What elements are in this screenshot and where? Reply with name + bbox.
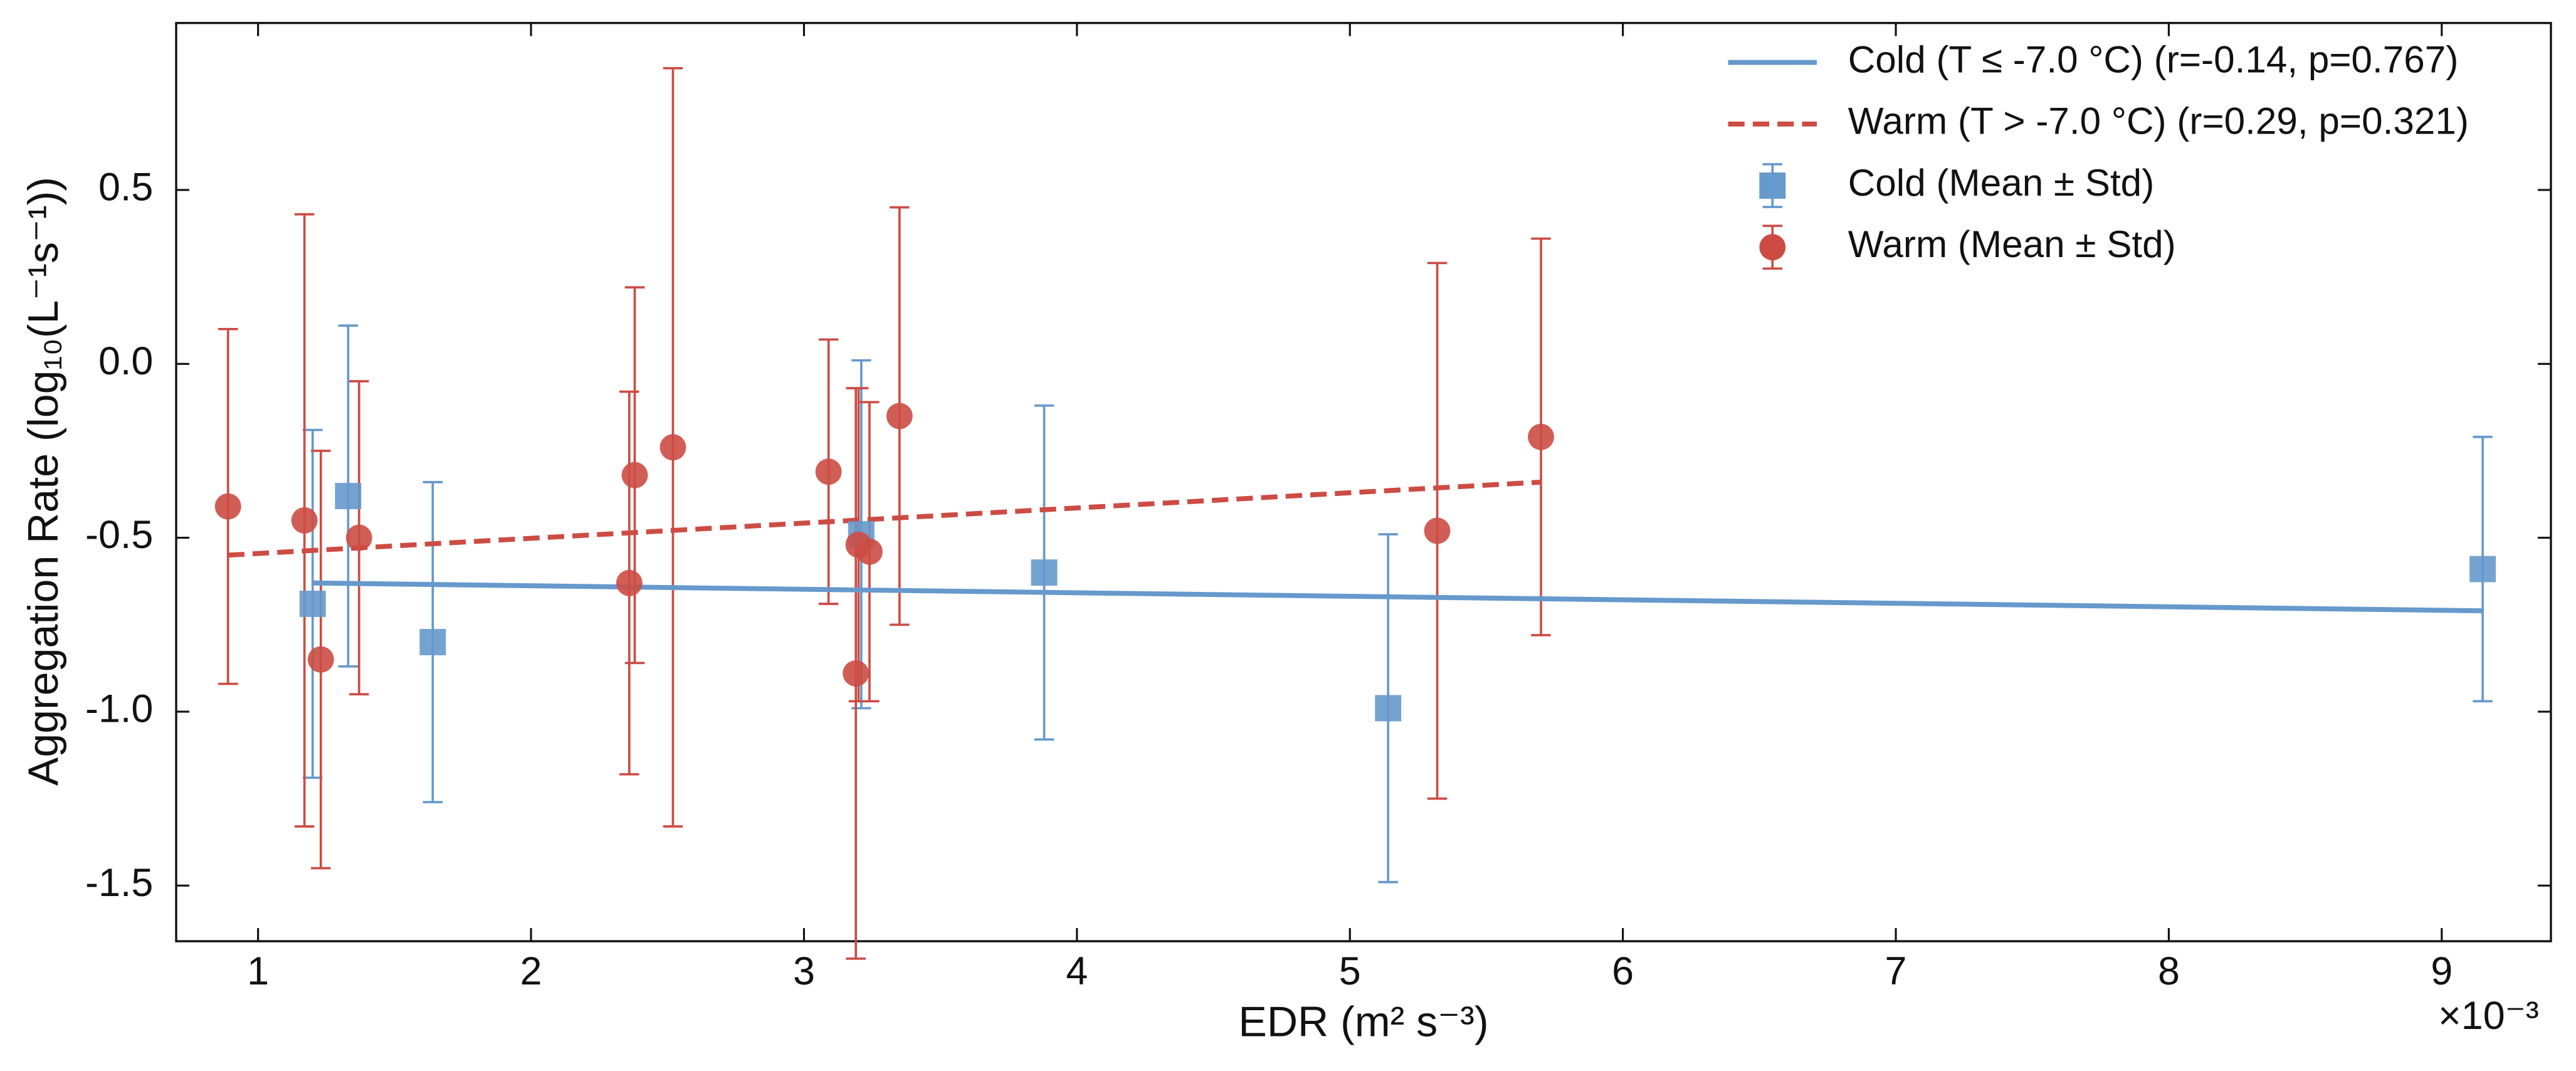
data-point <box>2469 556 2496 583</box>
y-tick-label: 0.5 <box>98 166 153 209</box>
data-point <box>335 483 362 510</box>
x-tick-label: 6 <box>1612 949 1634 993</box>
data-point <box>856 538 883 565</box>
x-tick-label: 2 <box>520 949 542 993</box>
x-tick-label: 9 <box>2431 949 2452 993</box>
y-tick-label: 0.0 <box>98 339 153 383</box>
data-point <box>815 458 842 485</box>
data-point <box>307 646 334 673</box>
data-point <box>299 591 326 617</box>
y-tick-label: -0.5 <box>85 513 153 557</box>
data-point <box>616 569 643 596</box>
legend-marker <box>1759 172 1786 199</box>
data-point <box>886 403 913 430</box>
x-tick-label: 3 <box>793 949 815 993</box>
data-point <box>214 493 241 520</box>
x-tick-label: 8 <box>2158 949 2180 993</box>
data-point <box>660 434 686 461</box>
legend-label: Warm (Mean ± Std) <box>1848 223 2176 265</box>
fit-line <box>312 580 2483 614</box>
x-tick-label: 1 <box>247 949 269 993</box>
fit-line <box>228 479 1542 558</box>
legend-marker <box>1759 234 1786 261</box>
data-point <box>1528 423 1554 450</box>
data-point <box>1031 559 1058 586</box>
x-axis-label: EDR (m² s⁻³) <box>1238 998 1488 1046</box>
x-tick-label: 7 <box>1885 949 1907 993</box>
y-tick-label: -1.5 <box>85 861 153 905</box>
x-offset-label: ×10⁻³ <box>2438 994 2539 1038</box>
x-tick-label: 5 <box>1339 949 1361 993</box>
data-point <box>419 629 446 655</box>
data-point <box>843 660 870 687</box>
data-point <box>345 524 372 551</box>
legend-label: Cold (T ≤ -7.0 °C) (r=-0.14, p=0.767) <box>1848 38 2459 80</box>
data-point <box>621 462 648 488</box>
data-point <box>1375 695 1402 722</box>
legend-label: Warm (T > -7.0 °C) (r=0.29, p=0.321) <box>1848 100 2469 142</box>
data-point <box>291 507 318 534</box>
y-axis-label: Aggregation Rate (log₁₀(L⁻¹s⁻¹)) <box>19 177 67 786</box>
data-point <box>1424 517 1451 544</box>
legend-label: Cold (Mean ± Std) <box>1848 161 2154 204</box>
y-tick-label: -1.0 <box>85 687 153 731</box>
plot-frame <box>175 21 2552 942</box>
x-tick-label: 4 <box>1066 949 1088 993</box>
